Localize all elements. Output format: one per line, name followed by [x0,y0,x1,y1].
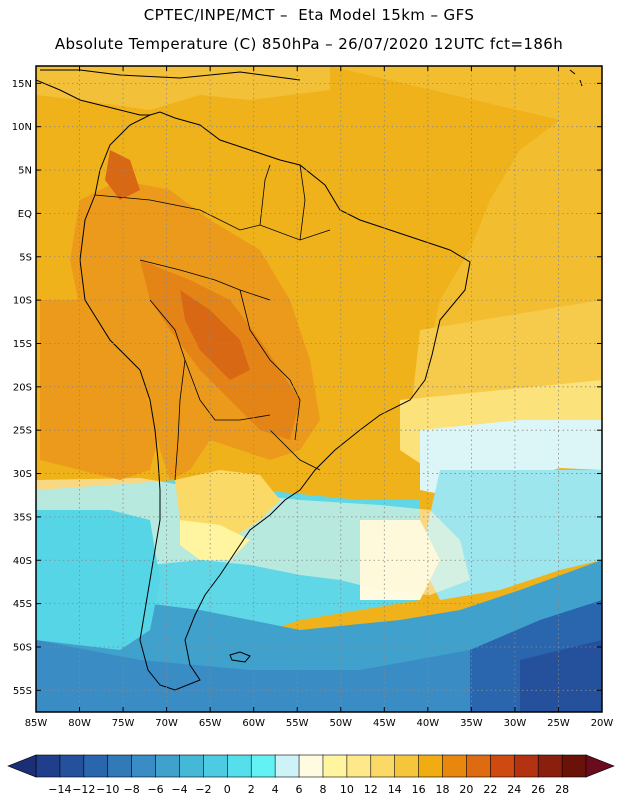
lon-label: 55W [286,718,309,729]
lon-label: 80W [68,718,91,729]
colorbar-label: 20 [459,783,473,796]
colorbar-swatch [442,754,468,778]
colorbar-label: 4 [272,783,279,796]
axis-ticks [35,66,603,712]
map-title-line2: Absolute Temperature (C) 850hPa – 26/07/… [54,35,564,53]
lat-label: 20S [13,382,32,393]
colorbar-swatch [83,754,109,778]
colorbar-label: 28 [555,783,569,796]
lat-label: 5S [19,252,32,263]
colorbar-swatch [274,754,300,778]
colorbar-label: −14 [48,783,71,796]
colorbar-swatch [490,754,516,778]
lat-label: 55S [13,686,32,697]
colorbar-label: 0 [224,783,231,796]
colorbar-swatch [298,754,324,778]
map-title-line1: CPTEC/INPE/MCT – Eta Model 15km – GFS [143,6,475,24]
lon-label: 60W [242,718,265,729]
lat-label: 15S [13,339,32,350]
colorbar-label: 2 [248,783,255,796]
lat-label: 35S [13,512,32,523]
colorbar-label: 10 [340,783,354,796]
colorbar-swatch [513,754,539,778]
colorbar-swatch [227,754,253,778]
south-america-coastline [79,111,471,691]
colorbar-swatch [322,754,348,778]
colorbar-label: −8 [124,783,140,796]
colorbar-max-arrow [585,754,615,778]
lat-label: 5N [18,166,32,177]
colorbar [7,754,615,778]
colorbar-label: 14 [388,783,402,796]
lat-label: 40S [13,556,32,567]
lon-label: 70W [155,718,178,729]
colorbar-label: 22 [483,783,497,796]
colorbar-label: 24 [507,783,521,796]
lat-label: 15N [12,79,32,90]
lat-label: 10N [12,122,32,133]
colorbar-label: −10 [96,783,119,796]
colorbar-swatch [561,754,587,778]
colorbar-label: −6 [147,783,163,796]
longitude-labels: 85W 80W 75W 70W 65W 60W 55W 50W 45W 40W 35W 30W 25W 2… [25,718,614,729]
colorbar-swatch [394,754,420,778]
colorbar-swatch [346,754,372,778]
lon-label: 45W [373,718,396,729]
lon-label: 75W [112,718,135,729]
lon-label: 50W [329,718,352,729]
colorbar-swatch [370,754,396,778]
latitude-labels: 15N 10N 5N EQ 5S 10S 15S 20S 25S 30S 35S 40S 45S 50S 5… [12,79,32,697]
lon-label: 65W [199,718,222,729]
colorbar-label: 8 [319,783,326,796]
lon-label: 30W [504,718,527,729]
colorbar-swatch [250,754,276,778]
central-america-coastline [36,79,150,116]
colorbar-swatch [155,754,181,778]
colorbar-swatch [179,754,205,778]
lat-label: 45S [13,599,32,610]
caribbean-coastline [40,69,301,81]
colorbar-swatch [203,754,229,778]
temperature-field [36,66,602,712]
colorbar-label: 6 [296,783,303,796]
colorbar-label: 26 [531,783,545,796]
lon-label: 35W [460,718,483,729]
colorbar-label: 16 [412,783,426,796]
colorbar-swatch [418,754,444,778]
lat-label: 25S [13,426,32,437]
country-borders [94,164,331,481]
colorbar-label: −2 [195,783,211,796]
colorbar-labels: −14 −12 −10 −8 −6 −4 −2 0 2 4 6 8 10 12 14 16 18 20 22 24 26… [48,783,569,796]
colorbar-swatch [107,754,133,778]
lat-label: EQ [18,209,32,220]
lon-label: 25W [547,718,570,729]
colorbar-swatch [466,754,492,778]
colorbar-swatch [35,754,61,778]
lat-label: 10S [13,296,32,307]
coastlines [36,69,583,691]
map-frame [35,65,603,713]
colorbar-label: 18 [436,783,450,796]
falkland-islands [229,651,251,663]
colorbar-swatch [131,754,157,778]
colorbar-label: −4 [171,783,187,796]
colorbar-label: 12 [364,783,378,796]
lat-label: 50S [13,642,32,653]
colorbar-label: −12 [72,783,95,796]
colorbar-swatch [59,754,85,778]
colorbar-swatch [537,754,563,778]
lat-label: 30S [13,469,32,480]
lon-label: 40W [417,718,440,729]
colorbar-min-arrow [7,754,37,778]
lon-label: 20W [591,718,614,729]
lon-label: 85W [25,718,48,729]
